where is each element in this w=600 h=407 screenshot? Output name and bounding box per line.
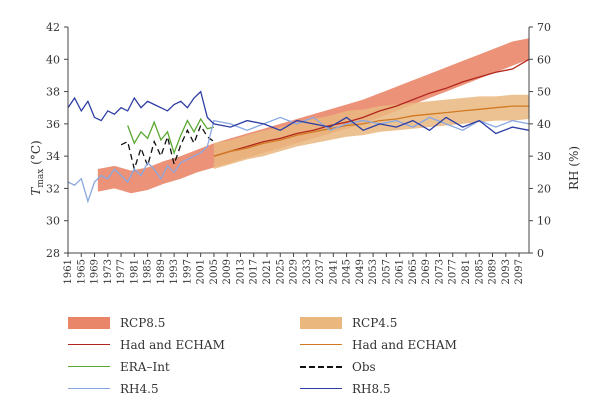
band-layer <box>98 38 529 193</box>
x-tick-label: 2081 <box>461 259 472 284</box>
legend-swatch <box>68 317 110 329</box>
legend-item: Obs <box>300 358 376 376</box>
y-left-tick-label: 42 <box>46 21 60 34</box>
y-right-tick-label: 20 <box>537 182 551 195</box>
legend-label: Had and ECHAM <box>352 338 457 352</box>
y-left-tick-label: 28 <box>46 247 60 260</box>
legend-item: RCP4.5 <box>300 314 397 332</box>
x-tick-label: 2077 <box>448 259 459 284</box>
legend-item: RH4.5 <box>68 380 159 398</box>
x-tick-label: 2029 <box>289 259 300 284</box>
series-line-era-int-2 <box>128 119 214 153</box>
y-right-tick-label: 40 <box>537 118 551 131</box>
legend-line <box>68 388 110 389</box>
y-left-tick-label: 34 <box>46 150 60 163</box>
x-tick-label: 2097 <box>514 259 525 284</box>
x-tick-label: 1965 <box>76 259 87 284</box>
legend-line <box>300 344 342 345</box>
x-tick-label: 1993 <box>169 259 180 284</box>
y-left-title-sub: max <box>36 169 46 188</box>
y-left-tick-label: 36 <box>46 118 60 131</box>
x-tick-label: 2085 <box>474 259 485 284</box>
legend-label: RH4.5 <box>120 382 159 396</box>
legend-swatch <box>300 317 342 329</box>
legend-item: RH8.5 <box>300 380 391 398</box>
y-right-tick-label: 30 <box>537 150 551 163</box>
y-left-tick-label: 40 <box>46 53 60 66</box>
x-tick-label: 2021 <box>262 259 273 284</box>
legend-label: RH8.5 <box>352 382 391 396</box>
legend-label: ERA–Int <box>120 360 170 374</box>
x-tick-label: 2049 <box>355 259 366 284</box>
y-left-tick-label: 38 <box>46 86 60 99</box>
x-tick-label: 2025 <box>275 259 286 284</box>
x-tick-label: 2045 <box>342 259 353 284</box>
x-tick-label: 2089 <box>488 259 499 284</box>
x-tick-label: 2057 <box>381 259 392 284</box>
legend-swatch <box>68 383 110 395</box>
y-left-tick-label: 32 <box>46 182 60 195</box>
x-tick-label: 2017 <box>249 259 260 284</box>
x-tick-label: 1985 <box>143 259 154 284</box>
legend-swatch <box>300 383 342 395</box>
y-right-tick-label: 60 <box>537 53 551 66</box>
y-right-tick-label: 70 <box>537 21 551 34</box>
legend-line <box>300 388 342 389</box>
x-tick-label: 2001 <box>196 259 207 284</box>
legend-line <box>300 366 342 368</box>
legend-item: Had and ECHAM <box>68 336 225 354</box>
legend-label: RCP8.5 <box>120 316 165 330</box>
legend-label: RCP4.5 <box>352 316 397 330</box>
x-tick-label: 2093 <box>501 259 512 284</box>
legend: RCP8.5 RCP4.5 Had and ECHAM Had and ECHAM ER… <box>0 310 600 407</box>
x-tick-label: 2061 <box>395 259 406 284</box>
x-tick-label: 1961 <box>63 259 74 284</box>
x-tick-label: 2053 <box>368 259 379 284</box>
x-tick-label: 1989 <box>156 259 167 284</box>
x-tick-label: 1973 <box>103 259 114 284</box>
y-left-title: Tmax (°C) <box>29 140 46 195</box>
x-tick-label: 1977 <box>116 259 127 284</box>
legend-item: Had and ECHAM <box>300 336 457 354</box>
x-tick-label: 2037 <box>315 259 326 284</box>
y-left-tick-label: 30 <box>46 215 60 228</box>
x-tick-label: 2065 <box>408 259 419 284</box>
legend-swatch <box>300 361 342 373</box>
y-left-title-unit: (°C) <box>29 140 43 168</box>
x-tick-label: 2009 <box>222 259 233 284</box>
x-tick-label: 2069 <box>421 259 432 284</box>
x-tick-label: 1981 <box>129 259 140 284</box>
x-tick-label: 2041 <box>328 259 339 284</box>
x-tick-label: 2073 <box>434 259 445 284</box>
legend-label: Obs <box>352 360 376 374</box>
legend-item: RCP8.5 <box>68 314 165 332</box>
y-right-title: RH (%) <box>567 146 581 190</box>
legend-swatch <box>300 339 342 351</box>
y-right-tick-label: 0 <box>537 247 544 260</box>
x-tick-label: 2033 <box>302 259 313 284</box>
y-right-tick-label: 10 <box>537 215 551 228</box>
legend-swatch <box>68 361 110 373</box>
legend-swatch <box>68 339 110 351</box>
legend-item: ERA–Int <box>68 358 170 376</box>
legend-line <box>68 344 110 345</box>
x-tick-label: 1969 <box>90 259 101 284</box>
x-tick-label: 2013 <box>235 259 246 284</box>
x-tick-label: 1997 <box>182 259 193 284</box>
legend-label: Had and ECHAM <box>120 338 225 352</box>
legend-line <box>68 366 110 367</box>
x-tick-label: 2005 <box>209 259 220 284</box>
y-right-tick-label: 50 <box>537 86 551 99</box>
